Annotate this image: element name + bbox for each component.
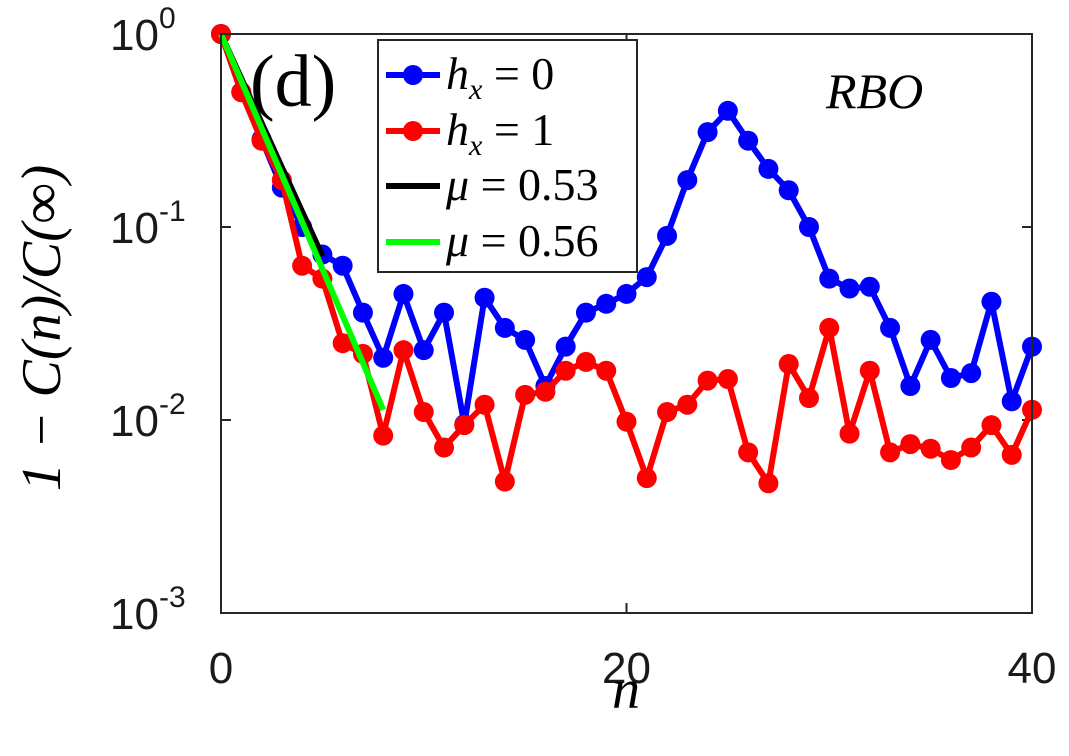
data-point — [494, 471, 515, 492]
data-point — [434, 302, 455, 323]
data-point — [717, 369, 738, 390]
data-point — [393, 283, 414, 304]
data-point — [292, 255, 313, 276]
panel-label: (d) — [250, 41, 336, 123]
data-point — [474, 287, 495, 308]
data-point — [373, 425, 394, 446]
data-point — [515, 384, 536, 405]
y-axis-label: 1 − C(n)/C(∞) — [11, 165, 73, 492]
data-point — [555, 360, 576, 381]
plot-frame — [220, 33, 1033, 614]
data-point — [474, 394, 495, 415]
data-point — [798, 217, 819, 237]
data-point — [677, 394, 698, 415]
data-point — [961, 363, 982, 384]
data-point — [981, 291, 1002, 312]
data-point — [596, 293, 617, 314]
legend-marker — [403, 121, 423, 141]
data-point — [413, 402, 434, 423]
data-point — [981, 415, 1002, 436]
data-point — [413, 340, 434, 361]
data-point — [1001, 391, 1022, 412]
data-point — [839, 423, 860, 444]
data-point — [535, 381, 556, 402]
data-point — [738, 130, 759, 151]
data-point — [900, 376, 921, 397]
data-point — [859, 276, 880, 297]
data-point — [575, 302, 596, 323]
legend-entry: hx = 1 — [446, 104, 554, 162]
x-tick-label: 20 — [602, 644, 651, 693]
x-tick-label: 40 — [1008, 644, 1057, 693]
legend-marker — [403, 65, 423, 85]
data-point — [798, 388, 819, 409]
data-point — [596, 360, 617, 381]
data-point — [555, 336, 576, 357]
data-point — [393, 340, 414, 361]
data-point — [819, 268, 840, 289]
data-point — [778, 180, 799, 201]
data-point — [657, 402, 678, 423]
y-tick-label: 10-1 — [110, 195, 186, 253]
data-point — [697, 122, 718, 143]
tick-labels: 0 20 40 100 10-1 10-2 10-3 — [110, 2, 1056, 693]
data-point — [961, 437, 982, 458]
data-point — [616, 411, 637, 432]
data-point — [575, 351, 596, 372]
data-point — [900, 434, 921, 455]
data-point — [515, 329, 536, 350]
y-tick-label: 100 — [110, 2, 176, 60]
x-axis-label: n — [612, 659, 640, 721]
data-point — [819, 317, 840, 338]
data-point — [940, 368, 961, 389]
y-tick-label: 10-3 — [110, 581, 186, 639]
data-point — [332, 255, 353, 276]
annotation-text: RBO — [825, 63, 923, 119]
data-point — [920, 438, 941, 459]
data-point — [940, 450, 961, 471]
data-point — [352, 302, 373, 323]
y-tick-label: 10-2 — [110, 388, 186, 446]
data-point — [920, 329, 941, 350]
legend-entry: μ = 0.56 — [445, 215, 599, 266]
data-point — [758, 473, 779, 494]
data-point — [778, 354, 799, 375]
data-point — [373, 347, 394, 368]
data-point — [1001, 444, 1022, 465]
series-line-3 — [218, 32, 386, 411]
data-point — [636, 468, 657, 489]
data-point — [697, 370, 718, 391]
data-point — [839, 278, 860, 299]
data-point — [758, 158, 779, 179]
data-point — [494, 317, 515, 338]
data-point — [434, 437, 455, 458]
data-point — [657, 225, 678, 246]
data-point — [859, 360, 880, 381]
data-point — [636, 267, 657, 288]
data-point — [738, 442, 759, 463]
x-tick-label: 0 — [209, 644, 233, 693]
data-point — [616, 283, 637, 304]
series-layer — [211, 24, 1042, 494]
data-point — [880, 317, 901, 338]
data-point — [677, 170, 698, 191]
data-point — [332, 333, 353, 354]
legend: hx = 0hx = 1μ = 0.53μ = 0.56 — [377, 39, 638, 273]
data-point — [454, 415, 475, 436]
data-point — [880, 442, 901, 463]
legend-entry: hx = 0 — [446, 48, 554, 106]
legend-entry: μ = 0.53 — [445, 159, 599, 210]
data-point — [717, 100, 738, 121]
